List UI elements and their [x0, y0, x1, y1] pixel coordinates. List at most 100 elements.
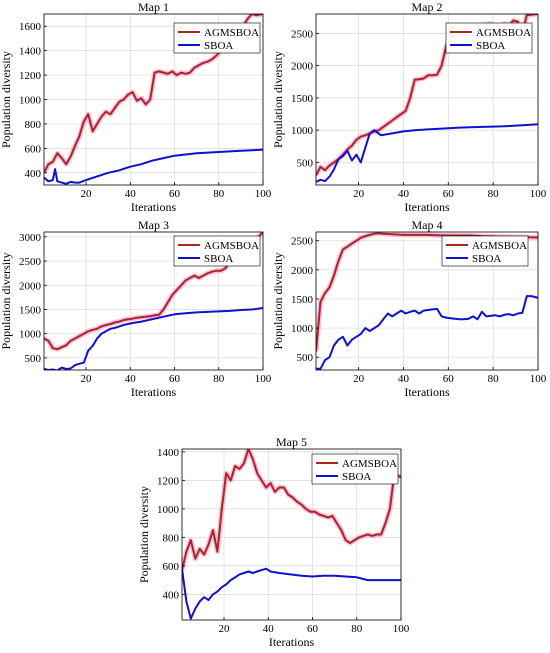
x-tick-label: 80 — [213, 373, 225, 385]
chart-title: Map 3 — [138, 218, 169, 232]
y-axis-label: Population diversity — [137, 486, 151, 583]
y-tick-label: 500 — [297, 157, 314, 169]
chart-map-5: 20 40 60 80 100 400 600 800 1000 1200 1400 Map 5 Ite… — [137, 435, 410, 649]
series-line-sboa — [44, 307, 263, 370]
chart-map-2: 20 40 60 80 100 500 1000 1500 2000 2500 Map 2 Itera… — [271, 0, 547, 214]
x-tick-label: 60 — [169, 188, 181, 200]
legend-label-sboa: SBOA — [472, 253, 501, 265]
chart-map-3: 20 40 60 80 100 500 1000 1500 2000 2500 3000 Map 3 I… — [0, 218, 272, 399]
chart-map-4: 20 40 60 80 100 500 1000 1500 2000 2500 Map 4 Itera… — [271, 218, 547, 399]
series-group — [182, 449, 401, 620]
x-tick-label: 80 — [213, 188, 225, 200]
y-tick-label: 3000 — [19, 232, 42, 244]
legend-label-agmsboa: AGMSBOA — [476, 27, 531, 39]
y-tick-label: 500 — [25, 353, 42, 365]
x-tick-label: 100 — [393, 623, 410, 635]
series-line-sboa — [316, 123, 538, 183]
x-tick-label: 40 — [398, 188, 410, 200]
legend-box — [173, 235, 261, 267]
y-tick-label: 1600 — [19, 21, 42, 33]
x-tick-label: 60 — [443, 188, 455, 200]
series-line-sboa — [44, 148, 263, 185]
legend-label-agmsboa: AGMSBOA — [472, 240, 527, 252]
x-tick-label: 100 — [255, 373, 272, 385]
y-tick-label: 2500 — [291, 28, 314, 40]
legend-label-sboa: SBOA — [342, 471, 371, 483]
axes-box — [315, 231, 539, 371]
legend-label-sboa: SBOA — [476, 40, 505, 52]
y-tick-label: 500 — [297, 352, 314, 364]
y-tick-label: 1200 — [19, 70, 42, 82]
x-tick-label: 40 — [263, 623, 275, 635]
y-tick-label: 2000 — [291, 265, 314, 277]
series-line-agmsboa — [44, 232, 263, 351]
x-axis-label: Iterations — [404, 385, 450, 399]
y-tick-label: 600 — [25, 143, 42, 155]
y-tick-label: 1000 — [19, 329, 42, 341]
y-tick-label: 800 — [25, 119, 42, 131]
chart-map-1: 20 40 60 80 100 400 600 800 1000 1200 1400 1600 Map … — [0, 0, 272, 214]
legend-label-sboa: SBOA — [204, 40, 233, 52]
legend-label-agmsboa: AGMSBOA — [204, 27, 259, 39]
legend-label-agmsboa: AGMSBOA — [204, 240, 259, 252]
x-tick-label: 20 — [219, 623, 231, 635]
x-tick-label: 20 — [81, 373, 93, 385]
y-axis-label: Population diversity — [271, 253, 285, 350]
y-tick-label: 2500 — [291, 236, 314, 248]
y-tick-label: 1400 — [157, 447, 180, 459]
series-line-agmsboa — [182, 449, 401, 571]
chart-title: Map 2 — [412, 0, 443, 14]
x-tick-label: 60 — [169, 373, 181, 385]
x-tick-label: 100 — [530, 188, 547, 200]
y-tick-label: 1000 — [291, 323, 314, 335]
series-line-sboa — [182, 567, 401, 620]
y-tick-label: 400 — [25, 168, 42, 180]
x-axis-label: Iterations — [269, 635, 315, 649]
legend-box — [173, 22, 261, 54]
x-tick-label: 20 — [81, 188, 93, 200]
y-tick-label: 2000 — [19, 280, 42, 292]
legend-box — [445, 22, 533, 54]
x-tick-label: 40 — [125, 373, 137, 385]
chart-title: Map 4 — [412, 218, 443, 232]
y-tick-label: 1500 — [19, 304, 42, 316]
x-axis-label: Iterations — [131, 385, 177, 399]
axes-box — [181, 448, 402, 621]
y-tick-label: 400 — [163, 589, 180, 601]
chart-title: Map 1 — [138, 0, 169, 14]
x-tick-label: 80 — [488, 373, 500, 385]
x-tick-label: 20 — [353, 188, 365, 200]
x-tick-label: 100 — [530, 373, 547, 385]
series-group — [44, 232, 263, 370]
x-tick-label: 40 — [125, 188, 137, 200]
y-tick-label: 1400 — [19, 46, 42, 58]
legend-box — [311, 453, 399, 485]
x-tick-label: 80 — [351, 623, 363, 635]
y-axis-label: Population diversity — [0, 253, 13, 350]
x-axis-label: Iterations — [131, 200, 177, 214]
axes-box — [43, 231, 264, 371]
x-tick-label: 60 — [443, 373, 455, 385]
legend-label-agmsboa: AGMSBOA — [342, 458, 397, 470]
legend-box — [441, 235, 529, 267]
y-tick-label: 2000 — [291, 61, 314, 73]
y-tick-label: 1000 — [157, 504, 180, 516]
y-axis-label: Population diversity — [271, 51, 285, 148]
legend-label-sboa: SBOA — [204, 253, 233, 265]
series-line-sboa — [316, 295, 538, 370]
y-tick-label: 600 — [163, 561, 180, 573]
x-tick-label: 80 — [488, 188, 500, 200]
chart-title: Map 5 — [276, 435, 307, 449]
axes-box — [315, 13, 539, 186]
x-tick-label: 60 — [307, 623, 319, 635]
y-tick-label: 1000 — [291, 125, 314, 137]
x-tick-label: 20 — [353, 373, 365, 385]
y-axis-label: Population diversity — [0, 51, 13, 148]
x-tick-label: 100 — [255, 188, 272, 200]
x-axis-label: Iterations — [404, 200, 450, 214]
